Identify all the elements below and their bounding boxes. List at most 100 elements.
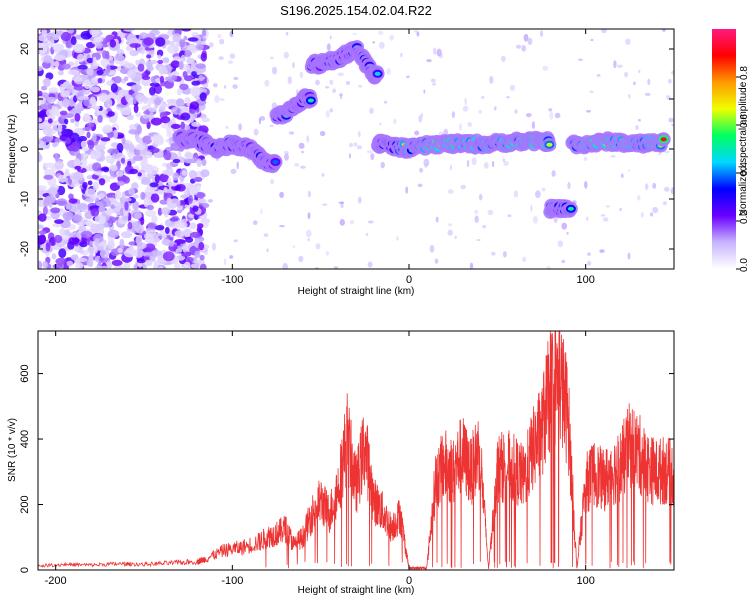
spectrogram-noise-cell bbox=[637, 118, 641, 122]
spectrogram-noise-cell bbox=[357, 131, 361, 138]
spectrogram-noise-cell bbox=[92, 56, 97, 66]
spectrogram-noise-cell bbox=[43, 174, 54, 180]
spectrogram-noise-cell bbox=[84, 188, 96, 197]
spectrogram-noise-cell bbox=[189, 231, 201, 238]
spectrogram-noise-cell bbox=[98, 205, 106, 213]
spectrogram-noise-cell bbox=[96, 69, 104, 76]
spectrogram-noise-cell bbox=[476, 239, 481, 241]
spectrogram-noise-cell bbox=[129, 43, 141, 48]
spectrogram-noise-cell bbox=[194, 250, 201, 259]
colorbar: 0.0 0.2 0.4 0.6 0.8 Normalized spectral ampl… bbox=[712, 29, 750, 272]
spectrogram-noise-cell bbox=[110, 164, 118, 172]
spectrogram-noise-cell bbox=[59, 228, 66, 236]
spectrogram-xtick-label: 100 bbox=[576, 274, 594, 286]
spectrogram-noise-cell bbox=[285, 32, 289, 36]
spectrogram-noise-cell bbox=[95, 197, 100, 204]
spectrogram-xtick-label: -200 bbox=[45, 274, 67, 286]
spectrogram-noise-cell bbox=[601, 29, 608, 34]
spectrogram-noise-cell bbox=[619, 207, 622, 212]
spectrogram-noise-cell bbox=[219, 38, 225, 45]
spectrogram-noise-cell bbox=[92, 133, 97, 143]
spectrogram-noise-cell bbox=[114, 189, 122, 200]
spectrogram-noise-cell bbox=[90, 63, 99, 70]
spectrogram-noise-cell bbox=[521, 45, 527, 52]
spectrogram-ridge-core bbox=[374, 71, 381, 76]
spectrogram-noise-cell bbox=[193, 176, 203, 182]
spectrogram-noise-cell bbox=[80, 230, 93, 239]
spectrogram-noise-cell bbox=[584, 181, 588, 189]
spectrogram-noise-cell bbox=[159, 75, 165, 83]
spectrogram-noise-cell bbox=[270, 56, 274, 60]
spectrogram-noise-cell bbox=[645, 183, 649, 191]
spectrogram-noise-cell bbox=[184, 153, 196, 158]
spectrogram-noise-cell bbox=[449, 164, 452, 171]
spectrogram-noise-cell bbox=[143, 197, 149, 208]
spectrogram-noise-cell bbox=[182, 71, 188, 78]
spectrogram-noise-cell bbox=[82, 127, 92, 131]
spectrogram-noise-cell bbox=[175, 248, 183, 253]
spectrogram-noise-cell bbox=[671, 70, 674, 75]
figure-title: S196.2025.154.02.04.R22 bbox=[280, 3, 432, 18]
spectrogram-noise-cell bbox=[610, 155, 616, 158]
spectrogram-noise-cell bbox=[174, 185, 180, 191]
spectrogram-noise-cell bbox=[393, 118, 397, 124]
spectrogram-noise-cell bbox=[38, 260, 43, 269]
spectrogram-noise-cell bbox=[51, 253, 57, 260]
spectrogram-noise-cell bbox=[56, 30, 63, 36]
spectrogram-noise-cell bbox=[416, 31, 420, 37]
spectrogram-noise-cell bbox=[74, 165, 82, 170]
spectrogram-noise-cell bbox=[68, 236, 80, 245]
spectrogram-noise-cell bbox=[97, 245, 104, 252]
spectrogram-noise-cell bbox=[169, 217, 179, 222]
spectrogram-noise-cell bbox=[238, 123, 243, 131]
spectrogram-noise-cell bbox=[627, 252, 631, 260]
spectrogram-noise-cell bbox=[596, 74, 601, 77]
spectrogram-noise-cell bbox=[167, 177, 172, 186]
spectrogram-noise-cell bbox=[127, 69, 137, 79]
spectrogram-noise-cell bbox=[72, 171, 84, 181]
spectrogram-noise-cell bbox=[54, 234, 63, 244]
spectrogram-noise-cell bbox=[506, 96, 510, 99]
spectrogram-noise-cell bbox=[586, 110, 591, 113]
spectrogram-noise-cell bbox=[483, 162, 489, 169]
spectrogram-noise-cell bbox=[454, 235, 457, 239]
spectrogram-noise-cell bbox=[38, 152, 41, 162]
spectrogram-noise-cell bbox=[100, 137, 111, 142]
spectrogram-noise-cell bbox=[348, 153, 352, 159]
spectrogram-noise-cell bbox=[613, 60, 617, 69]
spectrogram-noise-cell bbox=[170, 123, 181, 129]
spectrogram-noise-cell bbox=[292, 62, 295, 68]
spectrogram-noise-cell bbox=[530, 204, 533, 212]
spectrogram-noise-cell bbox=[199, 92, 207, 102]
spectrogram-noise-cell bbox=[87, 140, 95, 150]
spectrogram-noise-cell bbox=[122, 263, 130, 269]
spectrogram-noise-cell bbox=[183, 35, 188, 41]
spectrogram-noise-cell bbox=[97, 114, 103, 123]
spectrogram-noise-cell bbox=[460, 184, 467, 190]
spectrogram-noise-cell bbox=[75, 257, 88, 263]
spectrogram-noise-cell bbox=[116, 170, 124, 177]
spectrogram-noise-cell bbox=[366, 150, 373, 154]
spectrogram-noise-cell bbox=[89, 96, 96, 106]
spectrogram-noise-cell bbox=[650, 212, 654, 217]
spectrogram-noise-cell bbox=[337, 72, 344, 77]
spectrogram-noise-cell bbox=[358, 84, 363, 88]
spectrogram-noise-cell bbox=[123, 76, 129, 81]
spectrogram-noise-cell bbox=[487, 209, 494, 216]
spectrogram-noise-cell bbox=[279, 191, 284, 198]
spectrogram-noise-cell bbox=[644, 92, 651, 96]
spectrogram-noise-cell bbox=[68, 198, 78, 204]
spectrogram-noise-cell bbox=[224, 85, 227, 89]
spectrogram-noise-cell bbox=[288, 131, 295, 135]
spectrogram-noise-cell bbox=[67, 29, 75, 34]
spectrogram-noise-cell bbox=[321, 173, 325, 177]
spectrogram-noise-cell bbox=[272, 66, 277, 75]
spectrogram-noise-cell bbox=[50, 207, 61, 214]
spectrogram-noise-cell bbox=[113, 76, 122, 84]
spectrogram-noise-cell bbox=[561, 222, 567, 230]
spectrogram-noise-cell bbox=[38, 65, 43, 72]
spectrogram-noise-cell bbox=[253, 220, 258, 226]
spectrogram-noise-cell bbox=[219, 98, 225, 101]
spectrogram-noise-cell bbox=[147, 230, 157, 236]
